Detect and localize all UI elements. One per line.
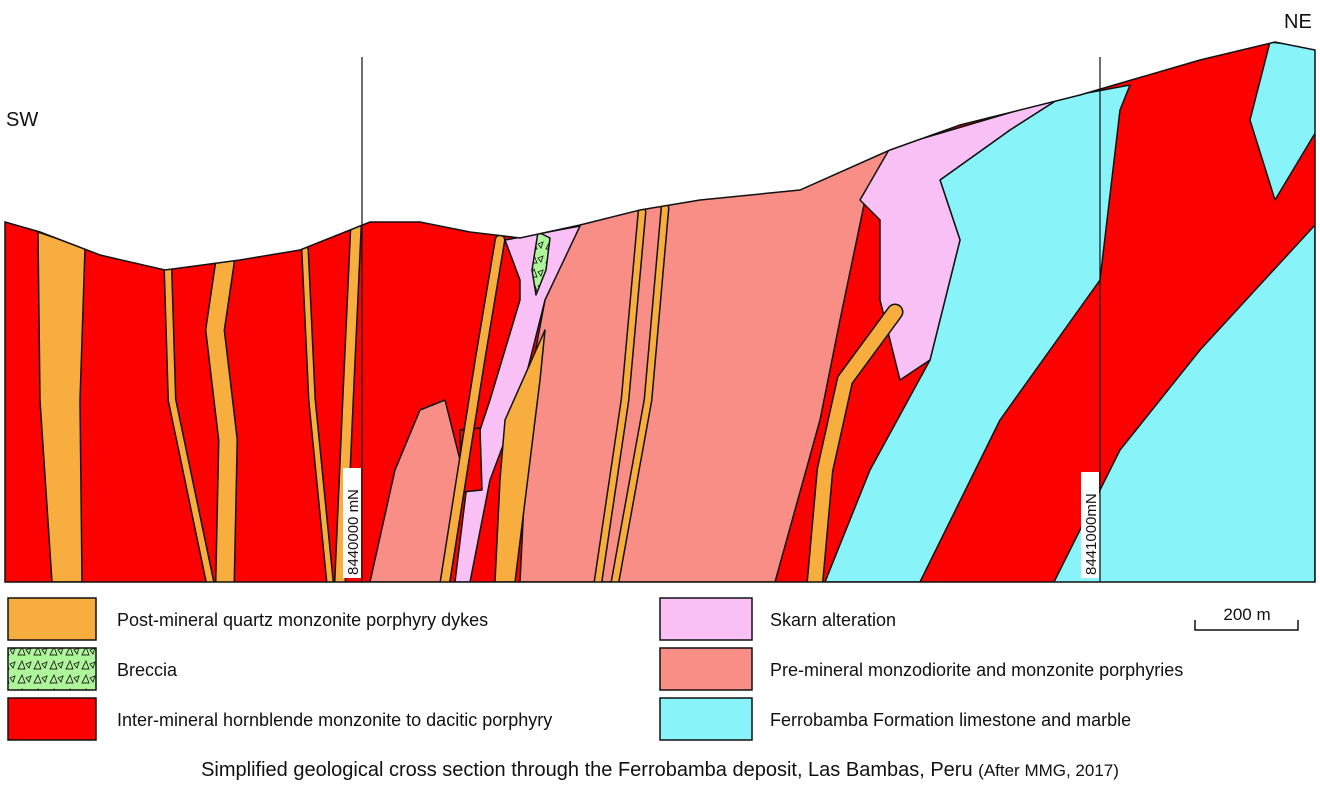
legend-swatch	[659, 647, 753, 691]
skarn-unit	[859, 97, 1061, 381]
caption: Simplified geological cross section thro…	[201, 759, 1119, 781]
label-bg	[343, 468, 361, 578]
legend-label: Post-mineral quartz monzonite porphyry d…	[117, 610, 488, 630]
caption-source: (After MMG, 2017)	[978, 761, 1119, 780]
scale-bar: 200 m	[1194, 605, 1299, 631]
scale-label: 200 m	[1223, 605, 1270, 624]
legend-label: Ferrobamba Formation limestone and marbl…	[770, 710, 1131, 730]
breccia-unit	[531, 231, 551, 296]
legend-label: Pre-mineral monzodiorite and monzonite p…	[770, 660, 1183, 680]
orientation-label: NE	[1284, 11, 1312, 33]
gridline-label: 8441000mN	[1083, 493, 1100, 575]
pre-mineral-unit	[369, 399, 461, 582]
legend: Post-mineral quartz monzonite porphyry d…	[7, 597, 1183, 741]
legend-label: Skarn alteration	[770, 610, 896, 630]
orientation-label: SW	[6, 109, 38, 131]
dyke	[494, 329, 546, 582]
legend-swatch	[659, 697, 753, 741]
gridline-label: 8440000 mN	[345, 489, 362, 575]
section-body	[5, 42, 1315, 582]
legend-swatch	[7, 697, 97, 741]
legend-swatch	[7, 597, 97, 641]
caption-text: Simplified geological cross section thro…	[201, 759, 973, 781]
legend-swatch	[659, 597, 753, 641]
dykes	[37, 203, 904, 582]
section-outline	[4, 41, 1316, 583]
legend-label: Inter-mineral hornblende monzonite to da…	[117, 710, 552, 730]
label-bg	[1081, 472, 1099, 578]
legend-swatch	[7, 647, 97, 691]
legend-label: Breccia	[117, 660, 178, 680]
